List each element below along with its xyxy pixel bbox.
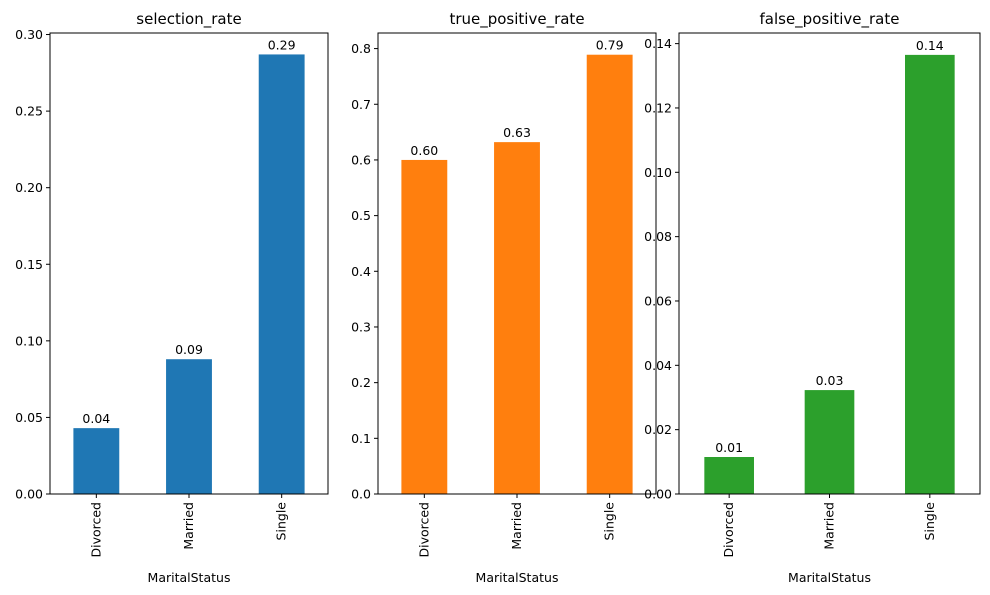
bar-single <box>586 54 633 495</box>
x-tick-label: Married <box>509 502 524 550</box>
chart-title: selection_rate <box>136 10 241 29</box>
x-tick-label: Single <box>922 502 937 541</box>
plot-frame <box>678 32 981 495</box>
chart-title: true_positive_rate <box>449 10 584 29</box>
x-tick-label: Married <box>181 502 196 550</box>
chart-title: false_positive_rate <box>760 10 900 29</box>
y-tick-label: 0.2 <box>351 375 371 390</box>
x-axis-label: MaritalStatus <box>788 570 871 585</box>
y-tick-label: 0.06 <box>644 293 672 308</box>
y-tick-label: 0.8 <box>351 41 371 56</box>
bar-single <box>905 54 955 494</box>
y-tick-label: 0.12 <box>644 100 672 115</box>
y-tick-label: 0.08 <box>644 229 672 244</box>
y-tick-label: 0.7 <box>351 97 371 112</box>
x-tick-label: Single <box>602 502 617 541</box>
x-axis-label: MaritalStatus <box>148 570 231 585</box>
plot-frame <box>49 32 329 495</box>
y-tick-label: 0.00 <box>644 487 672 502</box>
y-tick-label: 0.14 <box>644 36 672 51</box>
y-tick-label: 0.04 <box>644 358 672 373</box>
data-label-married: 0.03 <box>816 373 844 388</box>
bar-divorced <box>73 428 120 494</box>
bar-married <box>804 390 855 494</box>
y-tick-label: 0.15 <box>15 257 43 272</box>
bar-married <box>166 359 212 494</box>
y-tick-label: 0.6 <box>351 152 371 167</box>
data-label-divorced: 0.04 <box>82 411 110 426</box>
y-tick-label: 0.4 <box>351 264 371 279</box>
plot-frame <box>377 32 657 495</box>
data-label-divorced: 0.01 <box>715 440 743 455</box>
y-tick-label: 0.10 <box>644 165 672 180</box>
data-label-divorced: 0.60 <box>410 143 438 158</box>
x-tick-label: Divorced <box>88 502 103 558</box>
data-label-married: 0.09 <box>175 342 203 357</box>
bar-single <box>258 54 305 494</box>
x-tick-label: Divorced <box>416 502 431 558</box>
y-tick-label: 0.05 <box>15 410 43 425</box>
y-tick-label: 0.1 <box>351 431 371 446</box>
x-tick-label: Married <box>822 502 837 550</box>
y-tick-label: 0.00 <box>15 487 43 502</box>
subplot-1: 0.04 Divorced 0.09 Married 0.29 Single 0.00 0.0… <box>15 10 329 585</box>
y-tick-label: 0.20 <box>15 180 43 195</box>
x-axis-label: MaritalStatus <box>476 570 559 585</box>
data-label-married: 0.63 <box>503 125 531 140</box>
bar-divorced <box>401 159 448 494</box>
bar-married <box>494 142 540 494</box>
y-tick-label: 0.10 <box>15 333 43 348</box>
data-label-single: 0.79 <box>596 38 624 53</box>
data-label-single: 0.14 <box>916 38 944 53</box>
y-tick-label: 0.5 <box>351 208 371 223</box>
x-tick-label: Single <box>274 502 289 541</box>
bar-divorced <box>704 457 754 494</box>
y-tick-label: 0.02 <box>644 422 672 437</box>
y-tick-label: 0.3 <box>351 319 371 334</box>
y-tick-label: 0.30 <box>15 27 43 42</box>
y-tick-label: 0.0 <box>351 487 371 502</box>
subplot-2: 0.60 Divorced 0.63 Married 0.79 Single 0.0 0.1 0… <box>351 10 657 585</box>
subplot-3: 0.01 Divorced 0.03 Married 0.14 Single 0.00 0.0… <box>644 10 981 585</box>
y-tick-label: 0.25 <box>15 104 43 119</box>
x-tick-label: Divorced <box>721 502 736 558</box>
data-label-single: 0.29 <box>268 37 296 52</box>
